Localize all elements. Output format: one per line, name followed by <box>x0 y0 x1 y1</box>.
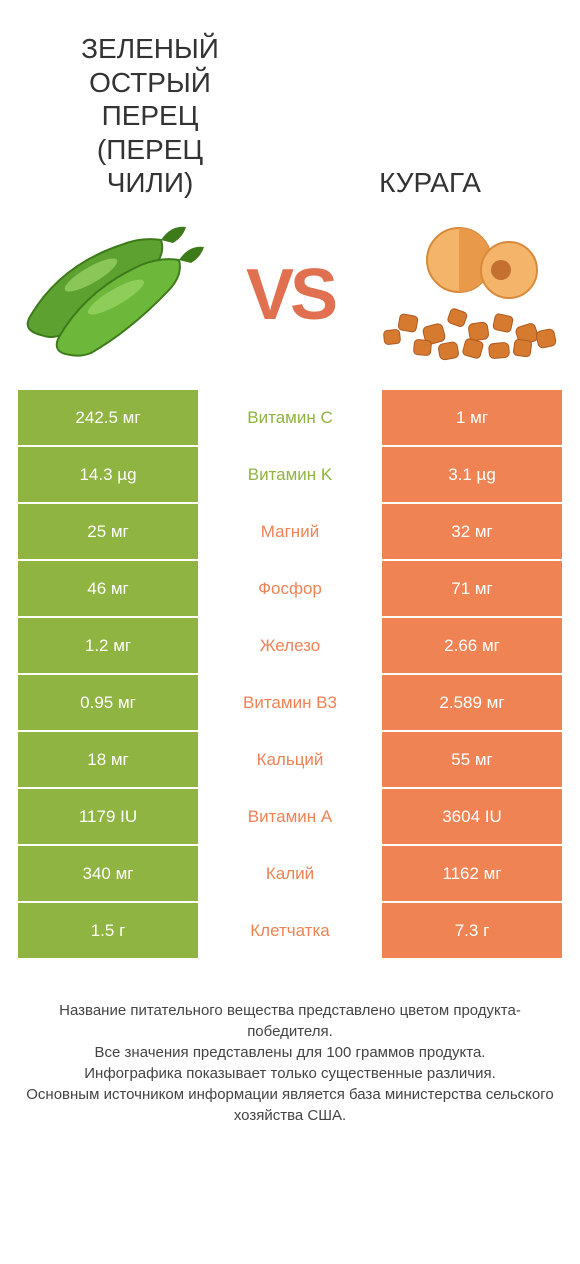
right-value: 2.589 мг <box>382 675 562 730</box>
header: ЗЕЛЕНЫЙ ОСТРЫЙ ПЕРЕЦ (ПЕРЕЦ ЧИЛИ) КУРАГА <box>0 0 580 200</box>
right-value: 1162 мг <box>382 846 562 901</box>
left-value: 1.2 мг <box>18 618 198 673</box>
left-value: 18 мг <box>18 732 198 787</box>
dried-apricot-icon <box>383 228 556 360</box>
right-value: 1 мг <box>382 390 562 445</box>
left-value: 25 мг <box>18 504 198 559</box>
right-value: 32 мг <box>382 504 562 559</box>
right-value: 55 мг <box>382 732 562 787</box>
left-value: 1.5 г <box>18 903 198 958</box>
nutrient-name: Калий <box>198 846 382 901</box>
left-value: 14.3 µg <box>18 447 198 502</box>
nutrient-name: Фосфор <box>198 561 382 616</box>
footer-line: Все значения представлены для 100 граммо… <box>20 1042 560 1063</box>
chili-pepper-icon <box>28 227 204 356</box>
right-food-title: КУРАГА <box>310 166 550 200</box>
nutrient-name: Клетчатка <box>198 903 382 958</box>
table-row: 46 мгФосфор71 мг <box>18 561 562 616</box>
table-row: 340 мгКалий1162 мг <box>18 846 562 901</box>
footer-notes: Название питательного вещества представл… <box>0 960 580 1126</box>
right-value: 71 мг <box>382 561 562 616</box>
nutrient-table: 242.5 мгВитамин C1 мг14.3 µgВитамин K3.1… <box>0 390 580 958</box>
footer-line: Название питательного вещества представл… <box>20 1000 560 1042</box>
nutrient-name: Витамин C <box>198 390 382 445</box>
nutrient-name: Витамин A <box>198 789 382 844</box>
table-row: 18 мгКальций55 мг <box>18 732 562 787</box>
table-row: 25 мгМагний32 мг <box>18 504 562 559</box>
footer-line: Инфографика показывает только существенн… <box>20 1063 560 1084</box>
table-row: 242.5 мгВитамин C1 мг <box>18 390 562 445</box>
nutrient-name: Витамин K <box>198 447 382 502</box>
nutrient-name: Витамин B3 <box>198 675 382 730</box>
right-food-image <box>364 215 574 375</box>
left-value: 0.95 мг <box>18 675 198 730</box>
left-value: 46 мг <box>18 561 198 616</box>
nutrient-name: Кальций <box>198 732 382 787</box>
footer-line: Основным источником информации является … <box>20 1084 560 1126</box>
right-value: 3.1 µg <box>382 447 562 502</box>
nutrient-name: Железо <box>198 618 382 673</box>
left-food-title: ЗЕЛЕНЫЙ ОСТРЫЙ ПЕРЕЦ (ПЕРЕЦ ЧИЛИ) <box>30 32 270 200</box>
table-row: 1.5 гКлетчатка7.3 г <box>18 903 562 958</box>
left-value: 340 мг <box>18 846 198 901</box>
right-value: 7.3 г <box>382 903 562 958</box>
table-row: 1.2 мгЖелезо2.66 мг <box>18 618 562 673</box>
images-row: VS <box>0 200 580 390</box>
right-value: 2.66 мг <box>382 618 562 673</box>
table-row: 0.95 мгВитамин B32.589 мг <box>18 675 562 730</box>
table-row: 14.3 µgВитамин K3.1 µg <box>18 447 562 502</box>
left-value: 1179 IU <box>18 789 198 844</box>
nutrient-name: Магний <box>198 504 382 559</box>
table-row: 1179 IUВитамин A3604 IU <box>18 789 562 844</box>
left-value: 242.5 мг <box>18 390 198 445</box>
left-food-image <box>6 215 216 375</box>
vs-label: VS <box>246 254 334 336</box>
right-value: 3604 IU <box>382 789 562 844</box>
